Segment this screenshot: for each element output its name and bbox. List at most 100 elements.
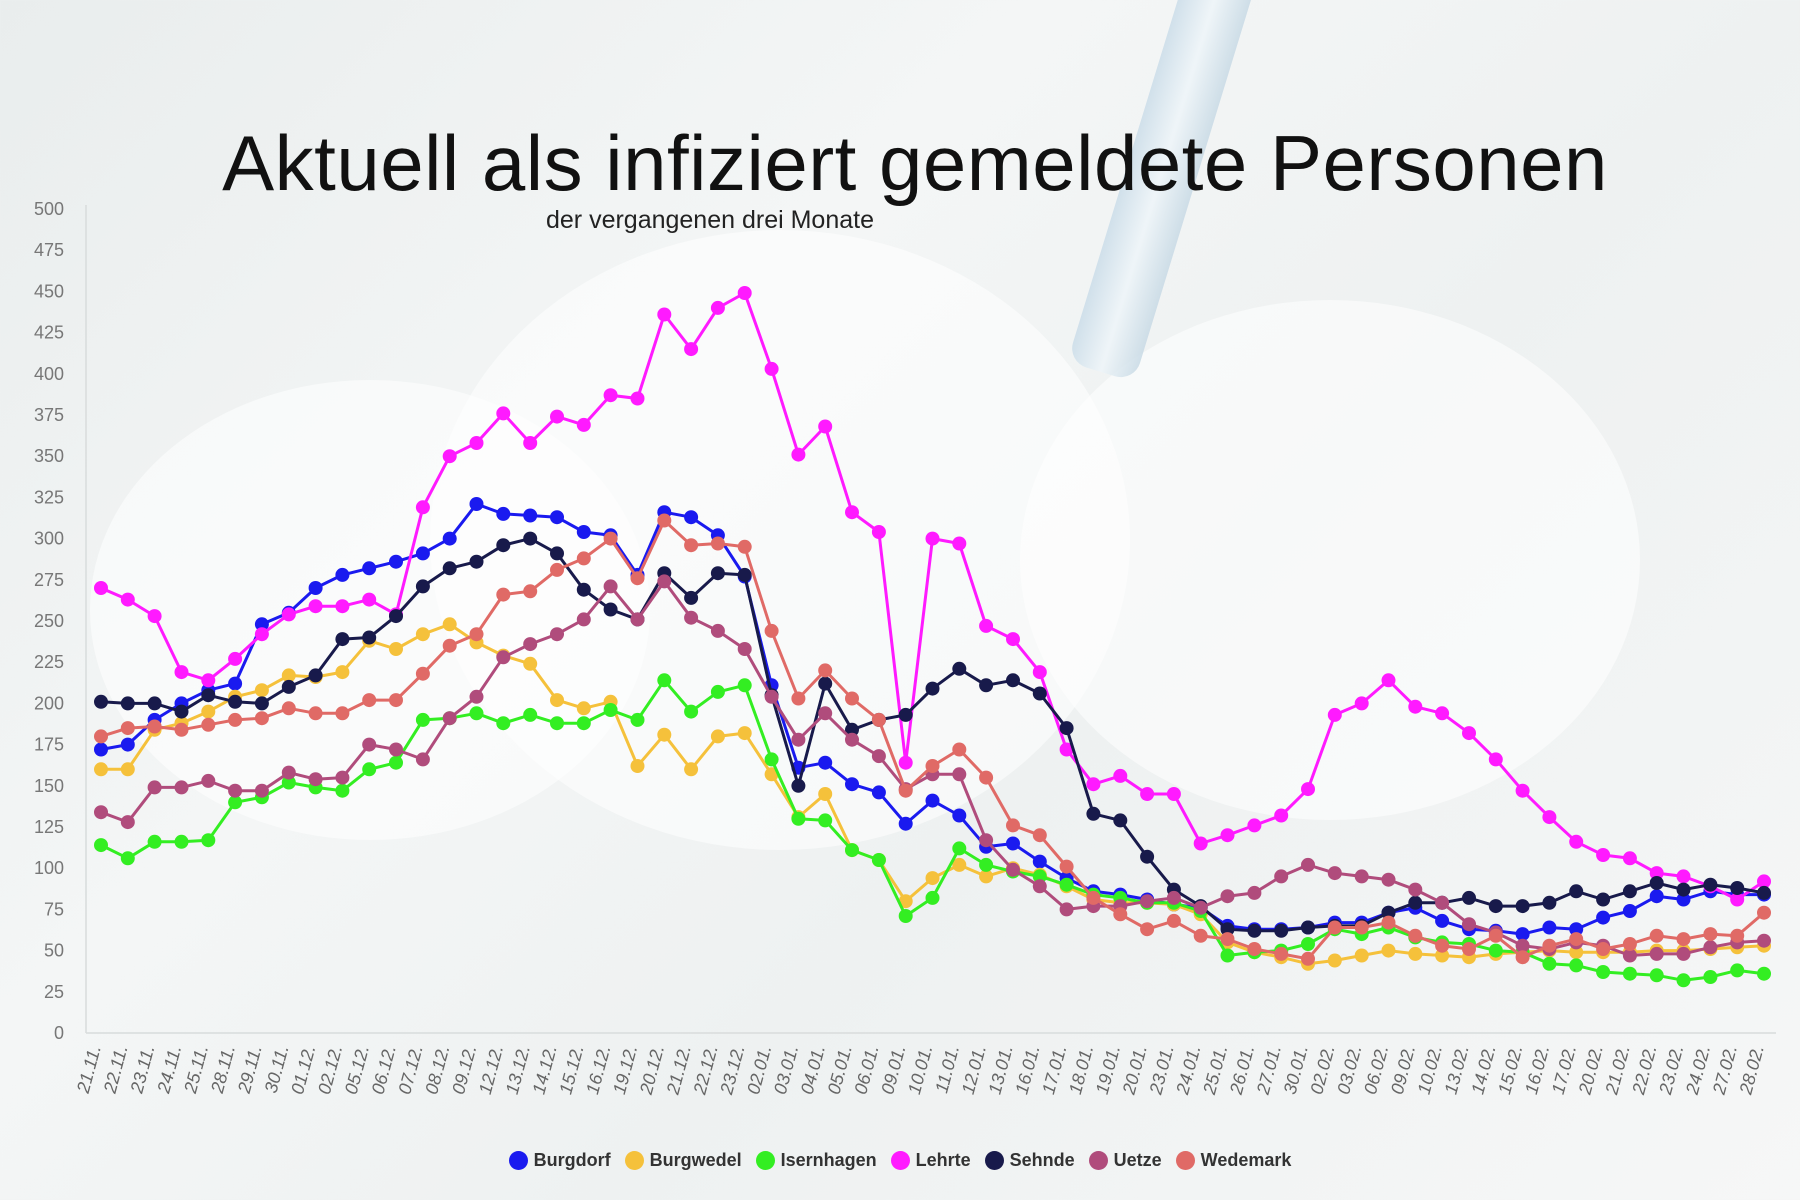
data-point (630, 571, 645, 586)
data-point (415, 500, 430, 515)
legend-label: Isernhagen (780, 1150, 877, 1170)
data-point (94, 805, 108, 820)
data-point (576, 417, 591, 432)
data-point (1703, 940, 1718, 955)
data-point (523, 508, 538, 523)
data-point (630, 712, 645, 727)
legend-item-wedemark[interactable]: Wedemark (1175, 1150, 1291, 1171)
data-point (1247, 923, 1262, 938)
data-point (952, 536, 967, 551)
data-point (147, 609, 162, 624)
chart-legend: Burgdorf Burgwedel Isernhagen Lehrte Sehnde U… (0, 1150, 1800, 1171)
data-point (147, 696, 162, 711)
data-point (925, 890, 940, 905)
data-point (818, 787, 833, 801)
y-tick-label: 500 (34, 199, 64, 219)
data-point (925, 793, 940, 808)
legend-item-isernhagen[interactable]: Isernhagen (755, 1150, 877, 1171)
data-point (94, 742, 108, 757)
data-point (764, 689, 779, 704)
data-point (496, 716, 511, 731)
data-point (1006, 673, 1020, 688)
y-tick-label: 75 (44, 899, 64, 919)
data-point (1220, 932, 1235, 947)
series-lehrte (94, 286, 1771, 907)
data-point (1569, 884, 1584, 899)
data-point (603, 388, 618, 403)
data-point (1649, 946, 1664, 961)
data-point (603, 579, 618, 594)
data-point (523, 531, 538, 546)
data-point (174, 722, 189, 737)
data-point (1622, 904, 1637, 918)
data-point (952, 661, 967, 676)
data-point (147, 834, 162, 849)
data-point (335, 599, 350, 614)
data-point (1649, 928, 1664, 943)
data-point (1006, 836, 1020, 851)
data-point (871, 525, 886, 539)
data-point (1220, 922, 1235, 937)
legend-item-sehnde[interactable]: Sehnde (984, 1150, 1075, 1171)
y-tick-label: 425 (34, 323, 64, 343)
legend-item-burgwedel[interactable]: Burgwedel (624, 1150, 742, 1171)
data-point (389, 742, 403, 757)
x-axis-ticks: 21.11.22.11.23.11.24.11.25.11.28.11.29.1… (73, 1043, 1768, 1097)
data-point (442, 449, 457, 464)
data-point (925, 681, 940, 696)
data-point (710, 684, 725, 699)
data-point (1166, 787, 1181, 801)
data-point (415, 752, 430, 767)
data-point (281, 775, 296, 790)
data-point (254, 783, 269, 798)
data-point (1166, 913, 1181, 928)
data-point (335, 770, 350, 785)
data-point (630, 612, 645, 627)
data-point (1542, 920, 1557, 935)
data-point (1622, 851, 1637, 866)
data-point (1354, 920, 1369, 935)
data-point (1086, 777, 1101, 792)
data-point (550, 716, 564, 731)
data-point (1140, 849, 1155, 864)
data-point (254, 711, 269, 726)
data-point (1140, 894, 1155, 909)
data-point (576, 551, 591, 566)
data-point (1327, 866, 1342, 881)
data-point (254, 627, 269, 642)
data-point (979, 678, 994, 693)
data-point (254, 696, 269, 711)
legend-label: Burgwedel (649, 1150, 742, 1170)
data-point (818, 663, 833, 678)
data-point (1462, 726, 1476, 741)
data-point (1703, 877, 1718, 892)
data-point (469, 554, 484, 569)
data-point (1435, 706, 1450, 721)
data-point (362, 592, 377, 607)
data-point (1488, 752, 1503, 767)
legend-item-lehrte[interactable]: Lehrte (890, 1150, 971, 1171)
data-point (1220, 828, 1235, 843)
data-point (389, 554, 403, 569)
data-point (228, 795, 243, 810)
data-point (1676, 946, 1691, 961)
data-point (335, 706, 350, 721)
data-point (791, 778, 806, 793)
data-point (523, 637, 538, 652)
data-point (1354, 696, 1369, 711)
data-point (1006, 818, 1020, 833)
data-point (764, 361, 779, 376)
data-point (979, 869, 994, 884)
legend-item-burgdorf[interactable]: Burgdorf (508, 1150, 611, 1171)
data-point (523, 436, 538, 450)
series-sehnde (94, 531, 1771, 938)
data-point (308, 581, 323, 595)
data-point (1381, 943, 1396, 958)
data-point (523, 707, 538, 722)
data-point (362, 737, 377, 752)
data-point (979, 833, 994, 848)
legend-item-uetze[interactable]: Uetze (1088, 1150, 1162, 1171)
data-point (576, 525, 591, 539)
data-point (1462, 942, 1476, 956)
data-point (576, 582, 591, 597)
